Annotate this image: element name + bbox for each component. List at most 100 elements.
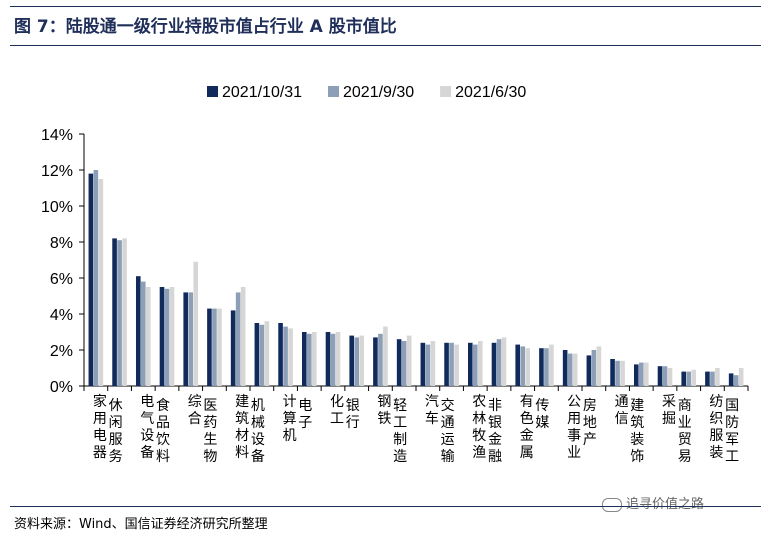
y-tick-label: 14% xyxy=(41,127,73,144)
x-tick-label: 化工 xyxy=(330,394,344,427)
bar-1 xyxy=(539,348,544,386)
bar-3 xyxy=(169,287,175,386)
x-tick-label: 有色金属 xyxy=(520,394,534,461)
bar-1 xyxy=(633,364,639,386)
y-tick-label: 10% xyxy=(41,199,73,216)
bar-2 xyxy=(306,333,312,386)
x-tick-label: 房地产 xyxy=(583,398,597,448)
bar-2 xyxy=(117,240,122,386)
bar-2 xyxy=(544,348,549,386)
bar-1 xyxy=(681,371,687,386)
figure-title: 图 7：陆股通一级行业持股市值占行业 A 股市值比 xyxy=(14,17,397,37)
bar-1 xyxy=(325,332,331,386)
bar-2 xyxy=(733,375,739,386)
x-tick-label: 传媒 xyxy=(535,398,549,431)
bar-1 xyxy=(135,276,141,386)
bar-3 xyxy=(122,238,127,386)
bar-3 xyxy=(430,341,436,386)
bar-2 xyxy=(188,292,194,386)
x-tick-label: 银行 xyxy=(346,398,360,431)
x-tick-label: 农林牧渔 xyxy=(472,394,486,461)
x-tick-label: 采掘 xyxy=(662,394,676,427)
x-tick-label: 公用事业 xyxy=(567,394,581,461)
bar-1 xyxy=(657,366,663,386)
bar-3 xyxy=(501,337,507,386)
legend-label-1: 2021/10/31 xyxy=(222,84,302,101)
x-tick-label: 交通运输 xyxy=(441,397,455,465)
bar-2 xyxy=(472,344,478,386)
bar-3 xyxy=(145,287,151,386)
y-tick-label: 4% xyxy=(50,307,73,324)
bar-2 xyxy=(710,371,715,386)
x-tick-label: 建筑装饰 xyxy=(630,398,644,465)
bar-2 xyxy=(401,341,407,386)
x-tick-label: 机械设备 xyxy=(251,398,265,465)
bar-1 xyxy=(467,342,473,386)
bar-3 xyxy=(359,335,365,386)
y-tick-label: 0% xyxy=(50,379,73,396)
x-tick-label: 商业贸易 xyxy=(678,398,692,465)
bar-3 xyxy=(335,332,341,386)
bar-1 xyxy=(112,238,117,386)
bar-2 xyxy=(591,350,597,386)
bar-1 xyxy=(728,373,734,386)
legend-swatch-3 xyxy=(440,86,452,97)
bar-3 xyxy=(738,368,744,386)
bar-1 xyxy=(373,337,378,386)
bar-3 xyxy=(572,353,578,386)
bar-2 xyxy=(686,371,692,386)
bar-1 xyxy=(207,308,212,386)
x-tick-label: 医药生物 xyxy=(203,398,217,465)
legend-label-2: 2021/9/30 xyxy=(343,84,414,101)
bar-2 xyxy=(283,326,288,386)
x-tick-label: 休闲服务 xyxy=(109,398,123,465)
bar-3 xyxy=(311,332,317,386)
x-tick-label: 非银金融 xyxy=(488,398,502,465)
legend-swatch-1 xyxy=(207,86,218,97)
bar-chart: 2021/10/31 2021/9/30 2021/6/30 0% 2% 4% 6% 8% 10… xyxy=(41,84,749,465)
x-tick-label: 电气设备 xyxy=(140,394,154,461)
bar-3 xyxy=(596,346,602,386)
bar-3 xyxy=(477,341,483,386)
bar-2 xyxy=(567,353,573,386)
bottom-rule xyxy=(10,506,761,507)
x-tick-label: 综合 xyxy=(188,394,202,427)
wechat-icon xyxy=(602,497,622,512)
bar-3 xyxy=(643,362,649,386)
bar-2 xyxy=(212,308,217,386)
x-tick-label: 纺织服装 xyxy=(709,394,723,461)
y-tick-label: 12% xyxy=(41,163,73,180)
x-tick-label: 汽车 xyxy=(425,394,439,427)
bar-1 xyxy=(444,342,449,386)
bar-1 xyxy=(491,342,497,386)
bar-3 xyxy=(715,368,720,386)
bar-1 xyxy=(254,323,260,386)
bar-2 xyxy=(330,333,336,386)
bar-3 xyxy=(264,321,270,386)
bar-1 xyxy=(586,355,592,386)
x-tick-label: 电子 xyxy=(298,398,312,431)
bar-2 xyxy=(449,342,454,386)
watermark: 追寻价值之路 xyxy=(602,493,704,512)
bar-3 xyxy=(620,360,625,386)
x-tick-label: 家用电器 xyxy=(93,393,107,461)
bar-2 xyxy=(662,366,668,386)
bar-1 xyxy=(349,335,355,386)
bar-3 xyxy=(193,261,199,386)
top-rule xyxy=(10,6,761,7)
bar-2 xyxy=(235,292,241,386)
bar-1 xyxy=(562,350,568,386)
bar-3 xyxy=(217,308,222,386)
bar-2 xyxy=(93,170,99,386)
legend-swatch-2 xyxy=(328,86,339,97)
x-tick-label: 建筑材料 xyxy=(235,394,249,461)
bar-3 xyxy=(549,344,554,386)
y-tick-label: 6% xyxy=(50,271,73,288)
bar-2 xyxy=(140,281,146,386)
bar-1 xyxy=(610,359,615,386)
x-tick-label: 钢铁 xyxy=(377,394,391,427)
bar-1 xyxy=(420,342,426,386)
x-tick-label: 食品饮料 xyxy=(156,397,170,465)
bar-2 xyxy=(638,362,644,386)
x-tick-label: 通信 xyxy=(615,394,629,427)
